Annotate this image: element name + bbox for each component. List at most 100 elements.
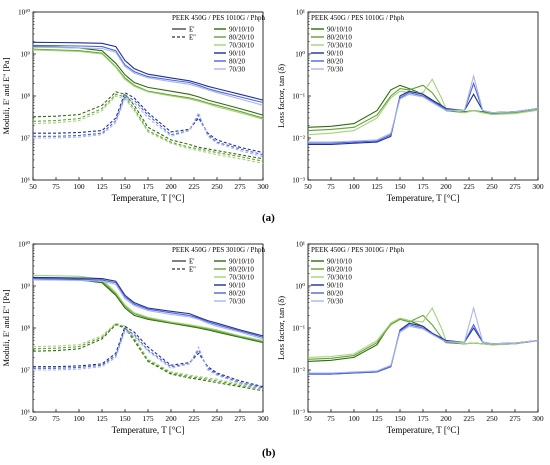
x-tick-label: 100 (348, 182, 360, 191)
series-line (308, 323, 539, 375)
x-tick-label: 275 (234, 182, 246, 191)
legend-style-label: E' (189, 26, 195, 34)
legend-label: 80/20/10 (327, 34, 352, 42)
series-line-storage (32, 46, 264, 106)
series-line-storage (32, 49, 264, 120)
chart-b-moduli: 50 75 100 125 150 175 200 225 250 275 300 10⁶ 10⁷ 10⁸… (1, 241, 269, 436)
chart-a-moduli: 50 75 100 125 150 175 200 225 250 275 300 10⁶ 10⁷ 10⁸… (1, 9, 269, 204)
y-tick-label: 10⁰ (295, 283, 305, 291)
y-tick-label: 10⁷ (21, 135, 31, 143)
x-tick-label: 75 (327, 182, 335, 191)
series-line-storage (32, 41, 264, 101)
x-tick-label: 300 (532, 414, 544, 423)
series-line-storage (32, 44, 264, 104)
legend-label: 90/10/10 (327, 26, 352, 34)
legend-style-label: E'' (189, 34, 196, 42)
x-tick-label: 100 (73, 414, 85, 423)
legend-label: 90/10/10 (327, 258, 352, 266)
x-tick-label: 50 (304, 414, 312, 423)
x-tick-label: 275 (509, 182, 521, 191)
y-tick-label: 10¹⁰ (18, 241, 30, 249)
x-tick-label: 250 (211, 182, 223, 191)
x-tick-label: 175 (142, 414, 154, 423)
legend-label: 70/30 (327, 298, 343, 306)
series-line-loss (33, 97, 264, 158)
series-line-loss (33, 91, 264, 154)
x-tick-label: 125 (96, 182, 108, 191)
x-tick-label: 175 (417, 414, 429, 423)
legend-style-label: E'' (189, 266, 196, 274)
series-line (308, 73, 539, 143)
y-axis-label: Loss factor, tan (δ) (276, 64, 286, 128)
series-line-loss (33, 95, 264, 156)
y-tick-label: 10⁻² (292, 135, 305, 143)
chart-title: PEEK 450G / PES 1010G / Phph (311, 14, 404, 22)
x-tick-label: 50 (304, 182, 312, 191)
x-tick-label: 275 (509, 414, 521, 423)
x-tick-label: 125 (371, 182, 383, 191)
legend-label: 70/30/10 (229, 42, 254, 50)
series-line (308, 90, 539, 146)
legend-label: 80/20 (327, 58, 343, 66)
series-line (308, 322, 539, 375)
x-tick-label: 150 (119, 182, 131, 191)
legend-label: 90/10 (229, 282, 245, 290)
legend-label: 70/30 (327, 66, 343, 74)
x-tick-label: 300 (257, 414, 269, 423)
y-tick-label: 10⁻² (292, 367, 305, 375)
y-tick-label: 10¹⁰ (18, 9, 30, 17)
legend-label: 70/30/10 (229, 274, 254, 282)
series-line-storage (32, 48, 264, 119)
x-tick-label: 250 (486, 414, 498, 423)
series-line-loss (33, 325, 264, 388)
legend-style-label: E' (189, 258, 195, 266)
x-axis-label: Temperature, T [°C] (387, 193, 460, 203)
x-tick-label: 150 (119, 414, 131, 423)
legend-label: 70/30 (229, 298, 245, 306)
x-tick-label: 225 (463, 182, 475, 191)
x-tick-label: 275 (234, 414, 246, 423)
series-line (307, 306, 539, 358)
series-line-loss (32, 91, 264, 160)
x-tick-label: 50 (29, 182, 37, 191)
x-tick-label: 175 (417, 182, 429, 191)
series-line (308, 305, 539, 374)
y-tick-label: 10⁻³ (292, 177, 305, 185)
legend-label: 90/10 (229, 50, 245, 58)
x-tick-label: 200 (165, 414, 177, 423)
x-tick-label: 125 (96, 414, 108, 423)
y-tick-label: 10¹ (296, 241, 305, 249)
chart-title: PEEK 450G / PES 1010G / Phph (172, 14, 265, 22)
legend-label: 90/10 (327, 50, 343, 58)
series-line (307, 84, 539, 128)
x-tick-label: 300 (257, 182, 269, 191)
x-tick-label: 200 (440, 414, 452, 423)
series-line-storage (32, 274, 264, 342)
series-line-loss (32, 323, 264, 390)
series-line-loss (32, 324, 264, 392)
x-tick-label: 225 (188, 182, 200, 191)
y-tick-label: 10⁻¹ (292, 325, 305, 333)
legend-label: 70/30/10 (327, 42, 352, 50)
y-tick-label: 10⁹ (21, 51, 31, 59)
legend-label: 70/30/10 (327, 274, 352, 282)
series-line-loss (33, 328, 264, 389)
y-tick-label: 10⁻¹ (292, 93, 305, 101)
x-tick-label: 100 (73, 182, 85, 191)
y-tick-label: 10⁶ (21, 409, 31, 417)
panel-label-b: (b) (262, 447, 276, 459)
y-axis-label: Moduli, E' and E'' [Pa] (1, 289, 11, 366)
legend-label: 90/10/10 (229, 26, 254, 34)
series-line (307, 78, 539, 136)
x-tick-label: 250 (486, 182, 498, 191)
series-line-storage (32, 278, 264, 338)
legend-label: 80/20 (229, 58, 245, 66)
y-tick-label: 10⁷ (21, 367, 31, 375)
y-axis-label: Loss factor, tan (δ) (276, 296, 286, 360)
x-axis-label: Temperature, T [°C] (387, 425, 460, 435)
x-axis-label: Temperature, T [°C] (112, 425, 185, 435)
legend-label: 90/10 (327, 282, 343, 290)
y-tick-label: 10⁹ (21, 283, 31, 291)
x-tick-label: 150 (394, 414, 406, 423)
x-tick-label: 250 (211, 414, 223, 423)
